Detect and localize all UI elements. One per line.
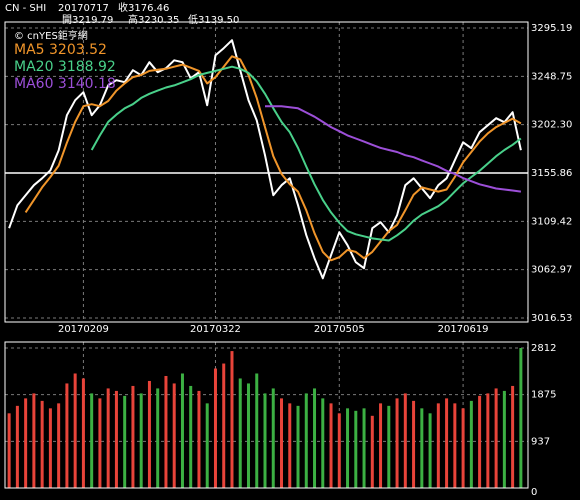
volume-bar (131, 385, 135, 488)
volume-bar (15, 405, 19, 488)
y-tick-label: 1875 (531, 390, 556, 401)
volume-panel: 2812 1875 937 0 (5, 342, 556, 498)
volume-bar (180, 373, 184, 488)
y-tick-label: 3016.53 (531, 313, 572, 324)
volume-bar (420, 408, 424, 488)
volume-bar (519, 348, 523, 488)
volume-bar (346, 408, 350, 488)
volume-bar (90, 393, 94, 488)
volume-bar (337, 413, 341, 488)
volume-bar (156, 388, 160, 488)
y-tick-label: 2812 (531, 343, 556, 354)
symbol: CN - SHI (5, 3, 46, 14)
y-tick-label: 3295.19 (531, 23, 572, 34)
volume-bar (436, 403, 440, 488)
volume-bar (494, 388, 498, 488)
y-tick-label: 3109.42 (531, 216, 572, 227)
volume-bar (461, 408, 465, 488)
y-tick-label: 3062.97 (531, 265, 572, 276)
y-tick-label: 0 (531, 487, 537, 498)
date: 20170717 (58, 3, 109, 14)
volume-bar (213, 368, 217, 488)
series-line (90, 65, 522, 242)
series-line (24, 55, 522, 262)
price-panel: 3295.19 3248.75 3202.30 3155.86 3109.42 3062.… (5, 22, 572, 335)
volume-bar (354, 410, 358, 488)
volume-bar (24, 398, 28, 488)
volume-bar (403, 393, 407, 488)
volume-bar (502, 390, 506, 488)
volume-bar (395, 398, 399, 488)
volume-bar (370, 415, 374, 488)
volume-bar (321, 398, 325, 488)
volume-bar (205, 403, 209, 488)
volume-bar (222, 363, 226, 488)
volume-bar (511, 385, 515, 488)
volume-bar (478, 395, 482, 488)
x-tick-label: 20170209 (58, 324, 109, 335)
volume-bar (313, 388, 317, 488)
legend-entry: MA20 3188.92 (14, 59, 116, 75)
volume-bar (255, 373, 259, 488)
volume-bar (412, 400, 416, 488)
open-price: 開3219.79 (62, 14, 113, 26)
volume-bar (280, 398, 284, 488)
volume-bar (189, 385, 193, 488)
volume-bar (246, 383, 250, 488)
volume-bar (296, 405, 300, 488)
low-price: 低3139.50 (188, 13, 239, 26)
volume-bar (263, 393, 267, 488)
volume-bar (271, 388, 275, 488)
volume-bar (172, 383, 176, 488)
high-price: 高3230.35 (128, 13, 179, 26)
volume-bar (73, 373, 77, 488)
legend-entry: MA60 3140.18 (14, 76, 116, 92)
y-tick-label: 937 (531, 436, 550, 447)
volume-bar (304, 393, 308, 488)
y-tick-label: 3248.75 (531, 71, 572, 82)
volume-bar (230, 351, 234, 488)
volume-bar (7, 413, 11, 488)
volume-bar (387, 405, 391, 488)
volume-bar (106, 388, 110, 488)
volume-bar (81, 378, 85, 488)
series-line (265, 105, 522, 193)
volume-bar (453, 403, 457, 488)
volume-bar (238, 378, 242, 488)
volume-bar (329, 403, 333, 488)
volume-bar (164, 375, 168, 488)
volume-bar (445, 398, 449, 488)
volume-bar (139, 393, 143, 488)
legend-entry: MA5 3203.52 (14, 42, 107, 58)
volume-bar (486, 393, 490, 488)
volume-bar (123, 395, 127, 488)
x-tick-label: 20170505 (314, 324, 365, 335)
volume-bar (57, 403, 61, 488)
volume-bar (48, 408, 52, 488)
y-tick-label: 3155.86 (531, 168, 572, 179)
volume-bar (98, 398, 102, 488)
source-label: © cnYES鉅亨網 (14, 29, 88, 42)
x-tick-label: 20170619 (438, 324, 489, 335)
x-tick-label: 20170322 (190, 324, 241, 335)
volume-frame (4, 341, 529, 489)
volume-bar (114, 390, 118, 488)
volume-bar (379, 403, 383, 488)
volume-bar (428, 413, 432, 488)
price-frame (4, 21, 529, 323)
volume-bar (288, 403, 292, 488)
volume-bar (32, 393, 36, 488)
volume-bar (362, 408, 366, 488)
series-line (8, 39, 522, 280)
y-tick-label: 3202.30 (531, 120, 572, 131)
volume-bar (40, 400, 44, 488)
volume-bar (469, 400, 473, 488)
close-price: 收3176.46 (118, 1, 169, 14)
volume-bar (65, 383, 69, 488)
volume-bar (197, 390, 201, 488)
volume-bar (147, 380, 151, 488)
